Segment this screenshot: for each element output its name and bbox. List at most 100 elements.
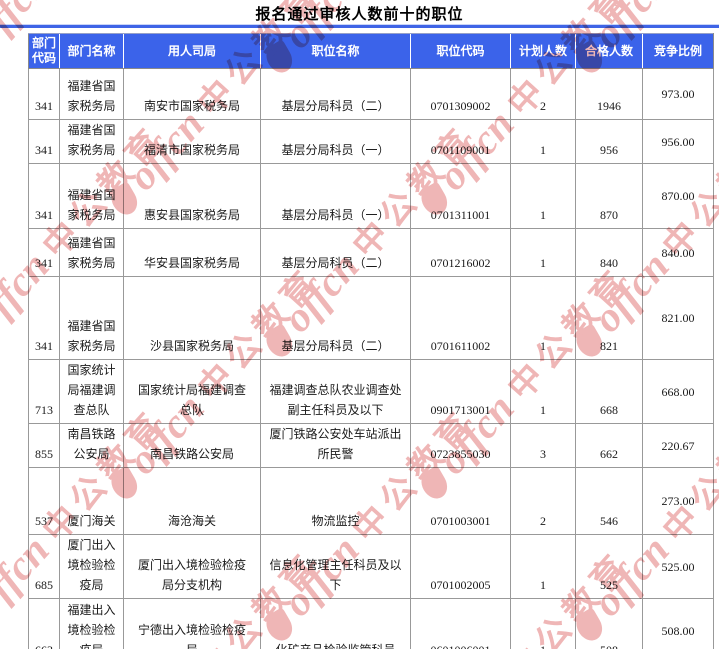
cell-position-name: 基层分局科员（一） — [260, 163, 411, 229]
cell-planned: 3 — [510, 423, 576, 468]
cell-position-code: 0701311001 — [410, 163, 511, 229]
cell-ratio: 956.00 — [642, 119, 714, 164]
col-header-ratio: 竞争比例 — [642, 33, 714, 69]
cell-dept-name: 南昌铁路 公安局 — [59, 423, 124, 468]
cell-bureau: 宁德出入境检验检疫 局 — [123, 598, 261, 649]
table-row: 685 厦门出入 境检验检 疫局 厦门出入境检验检疫 局分支机构 信息化管理主任… — [28, 534, 714, 599]
cell-planned: 1 — [510, 119, 576, 164]
cell-dept-code: 341 — [28, 276, 60, 360]
cell-qualified: 525 — [575, 534, 643, 599]
cell-position-code: 0701216002 — [410, 228, 511, 277]
cell-dept-code: 341 — [28, 119, 60, 164]
cell-position-code: 0701611002 — [410, 276, 511, 360]
cell-qualified: 546 — [575, 467, 643, 535]
cell-dept-name: 福建出入 境检验检 疫局 — [59, 598, 124, 649]
cell-dept-name: 福建省国 家税务局 — [59, 68, 124, 120]
cell-bureau: 南昌铁路公安局 — [123, 423, 261, 468]
cell-position-code: 0723855030 — [410, 423, 511, 468]
title-divider — [0, 24, 719, 28]
cell-planned: 1 — [510, 359, 576, 424]
cell-dept-name: 福建省国 家税务局 — [59, 163, 124, 229]
table-row: 537 厦门海关 海沧海关 物流监控 0701003001 2 546 273.… — [28, 467, 714, 535]
cell-bureau: 国家统计局福建调查 总队 — [123, 359, 261, 424]
cell-planned: 2 — [510, 68, 576, 120]
cell-dept-name: 福建省国 家税务局 — [59, 119, 124, 164]
cell-qualified: 840 — [575, 228, 643, 277]
col-header-position-code: 职位代码 — [410, 33, 511, 69]
cell-position-name: 物流监控 — [260, 467, 411, 535]
cell-qualified: 870 — [575, 163, 643, 229]
cell-bureau: 沙县国家税务局 — [123, 276, 261, 360]
cell-position-name: 信息化管理主任科员及以 下 — [260, 534, 411, 599]
col-header-position-name: 职位名称 — [260, 33, 411, 69]
col-header-dept-code: 部门 代码 — [28, 33, 60, 69]
table-row: 855 南昌铁路 公安局 南昌铁路公安局 厦门铁路公安处车站派出 所民警 072… — [28, 423, 714, 468]
cell-planned: 1 — [510, 163, 576, 229]
col-header-dept-name: 部门名称 — [59, 33, 124, 69]
cell-dept-code: 537 — [28, 467, 60, 535]
cell-position-name: 基层分局科员（二） — [260, 228, 411, 277]
cell-dept-code: 855 — [28, 423, 60, 468]
cell-ratio: 668.00 — [642, 359, 714, 424]
cell-bureau: 福清市国家税务局 — [123, 119, 261, 164]
cell-dept-code: 685 — [28, 534, 60, 599]
cell-ratio: 840.00 — [642, 228, 714, 277]
cell-position-code: 0601006001 — [410, 598, 511, 649]
watermark-unit: offcn中公教育 — [715, 0, 719, 224]
cell-ratio: 273.00 — [642, 467, 714, 535]
table-row: 341 福建省国 家税务局 沙县国家税务局 基层分局科员（二） 07016110… — [28, 276, 714, 360]
cell-planned: 2 — [510, 467, 576, 535]
watermark-unit: offcn中公教育 — [715, 254, 719, 508]
cell-bureau: 华安县国家税务局 — [123, 228, 261, 277]
table-row: 341 福建省国 家税务局 南安市国家税务局 基层分局科员（二） 0701309… — [28, 68, 714, 120]
cell-dept-code: 341 — [28, 163, 60, 229]
cell-position-name: 基层分局科员（二） — [260, 276, 411, 360]
cell-qualified: 956 — [575, 119, 643, 164]
cell-position-name: 基层分局科员（二） — [260, 68, 411, 120]
cell-position-code: 0701109001 — [410, 119, 511, 164]
cell-position-name: 厦门铁路公安处车站派出 所民警 — [260, 423, 411, 468]
cell-qualified: 1946 — [575, 68, 643, 120]
cell-bureau: 南安市国家税务局 — [123, 68, 261, 120]
cell-planned: 1 — [510, 534, 576, 599]
cell-dept-code: 341 — [28, 228, 60, 277]
table-row: 341 福建省国 家税务局 华安县国家税务局 基层分局科员（二） 0701216… — [28, 228, 714, 277]
col-header-bureau: 用人司局 — [123, 33, 261, 69]
cell-position-code: 0701003001 — [410, 467, 511, 535]
cell-position-code: 0901713001 — [410, 359, 511, 424]
col-header-planned: 计划人数 — [510, 33, 576, 69]
cell-dept-name: 厦门出入 境检验检 疫局 — [59, 534, 124, 599]
cell-dept-name: 福建省国 家税务局 — [59, 276, 124, 360]
cell-ratio: 821.00 — [642, 276, 714, 360]
cell-qualified: 668 — [575, 359, 643, 424]
table-row: 341 福建省国 家税务局 福清市国家税务局 基层分局科员（一） 0701109… — [28, 119, 714, 164]
cell-ratio: 525.00 — [642, 534, 714, 599]
cell-dept-code: 713 — [28, 359, 60, 424]
cell-dept-code: 341 — [28, 68, 60, 120]
table-row: 663 福建出入 境检验检 疫局 宁德出入境检验检疫 局 化矿产品检验监管科员 … — [28, 598, 714, 649]
cell-planned: 1 — [510, 598, 576, 649]
cell-qualified: 821 — [575, 276, 643, 360]
table-row: 341 福建省国 家税务局 惠安县国家税务局 基层分局科员（一） 0701311… — [28, 163, 714, 229]
cell-dept-name: 厦门海关 — [59, 467, 124, 535]
table-row: 713 国家统计 局福建调 查总队 国家统计局福建调查 总队 福建调查总队农业调… — [28, 359, 714, 424]
cell-ratio: 508.00 — [642, 598, 714, 649]
cell-position-code: 0701002005 — [410, 534, 511, 599]
positions-table: 部门 代码 部门名称 用人司局 职位名称 职位代码 计划人数 合格人数 竞争比例… — [28, 33, 714, 649]
cell-bureau: 厦门出入境检验检疫 局分支机构 — [123, 534, 261, 599]
cell-dept-name: 福建省国 家税务局 — [59, 228, 124, 277]
cell-position-name: 化矿产品检验监管科员 — [260, 598, 411, 649]
cell-position-code: 0701309002 — [410, 68, 511, 120]
cell-qualified: 662 — [575, 423, 643, 468]
cell-ratio: 220.67 — [642, 423, 714, 468]
cell-dept-name: 国家统计 局福建调 查总队 — [59, 359, 124, 424]
watermark-unit: offcn中公教育 — [715, 538, 719, 649]
col-header-qualified: 合格人数 — [575, 33, 643, 69]
cell-position-name: 福建调查总队农业调查处 副主任科员及以下 — [260, 359, 411, 424]
cell-ratio: 973.00 — [642, 68, 714, 120]
table-body: 341 福建省国 家税务局 南安市国家税务局 基层分局科员（二） 0701309… — [28, 68, 714, 649]
cell-bureau: 海沧海关 — [123, 467, 261, 535]
cell-qualified: 508 — [575, 598, 643, 649]
header-row: 部门 代码 部门名称 用人司局 职位名称 职位代码 计划人数 合格人数 竞争比例 — [28, 33, 714, 69]
